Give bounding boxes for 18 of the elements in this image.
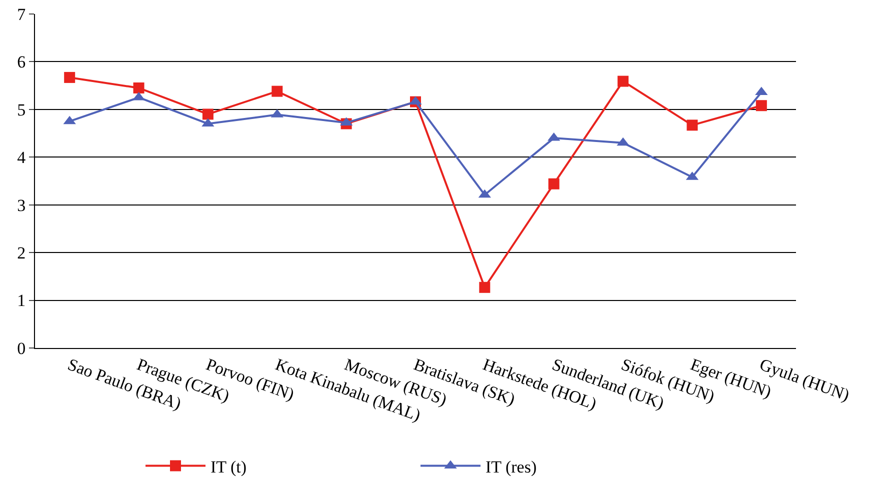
point <box>202 108 214 120</box>
y-tick-label: 3 <box>17 196 26 215</box>
y-tick-label: 7 <box>17 4 26 24</box>
y-tick-label: 0 <box>17 338 26 358</box>
point <box>272 86 283 97</box>
y-tick-label: 2 <box>17 244 26 263</box>
legend-label: IT (t) <box>210 457 247 476</box>
point <box>686 120 698 131</box>
point <box>64 72 76 83</box>
y-tick-label: 6 <box>17 52 26 72</box>
point <box>548 178 560 190</box>
point <box>618 76 629 87</box>
y-tick-label: 4 <box>17 148 26 168</box>
y-tick-label: 5 <box>17 100 26 120</box>
legend-label: IT (res) <box>486 457 537 476</box>
point <box>756 100 767 112</box>
y-tick-label: 1 <box>17 291 26 310</box>
point <box>133 82 144 94</box>
